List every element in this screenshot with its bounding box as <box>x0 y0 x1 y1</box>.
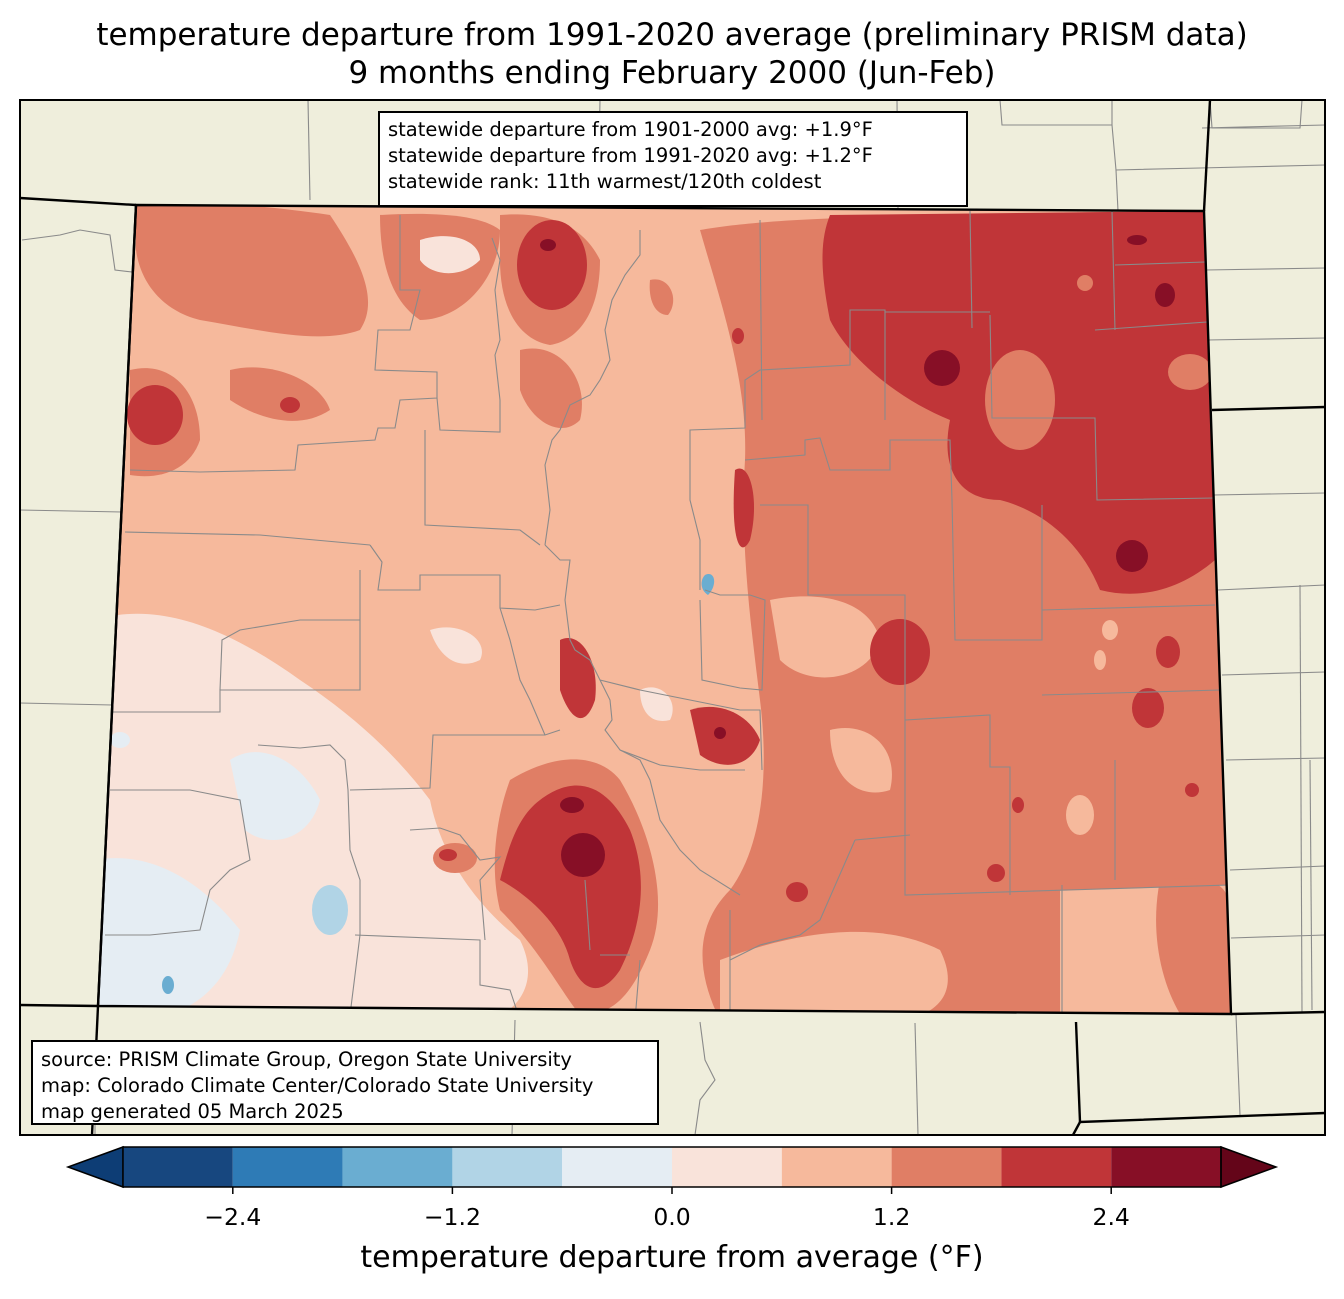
colorbar-tick-label: 2.4 <box>1092 1203 1130 1231</box>
stats-line-1901-2000: statewide departure from 1901-2000 avg: … <box>388 118 873 141</box>
colorado-county-lines <box>105 210 1231 1014</box>
map-title-line1: temperature departure from 1991-2020 ave… <box>96 17 1248 53</box>
credits-map: map: Colorado Climate Center/Colorado St… <box>41 1074 594 1097</box>
credits-source: source: PRISM Climate Group, Oregon Stat… <box>41 1048 572 1071</box>
colorbar-label: temperature departure from average (°F) <box>360 1240 984 1275</box>
credits-generated: map generated 05 March 2025 <box>41 1100 344 1123</box>
colorbar-tick-label: −1.2 <box>423 1203 481 1231</box>
colorbar-tick-label: 0.0 <box>653 1203 691 1231</box>
departure-field <box>98 205 1231 1014</box>
map-frame <box>19 99 1326 1136</box>
stats-line-rank: statewide rank: 11th warmest/120th colde… <box>388 170 822 193</box>
colorbar-tick-label: −2.4 <box>204 1203 262 1231</box>
credits-box: source: PRISM Climate Group, Oregon Stat… <box>31 1040 659 1125</box>
state-boundaries <box>19 99 1326 1136</box>
colorbar-tick-label: 1.2 <box>872 1203 911 1231</box>
map-title-line2: 9 months ending February 2000 (Jun-Feb) <box>348 55 996 91</box>
statewide-stats-box: statewide departure from 1901-2000 avg: … <box>378 111 968 207</box>
stats-line-1991-2020: statewide departure from 1991-2020 avg: … <box>388 144 873 167</box>
